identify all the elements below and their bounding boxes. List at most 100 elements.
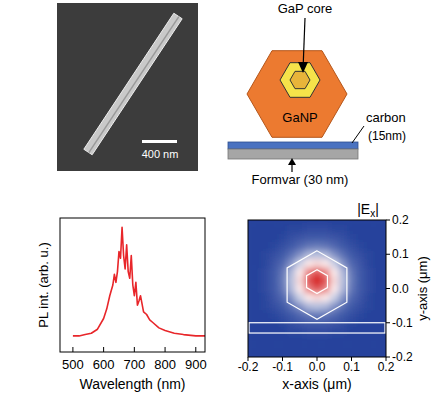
field-cell	[356, 353, 365, 357]
field-cell	[287, 327, 296, 336]
field-cell	[261, 276, 270, 285]
core-outline	[307, 270, 328, 294]
field-cell	[373, 327, 382, 336]
y-tick-label: 0.1	[392, 247, 409, 261]
field-cell	[270, 336, 279, 345]
field-cell	[248, 259, 253, 268]
field-cell	[364, 250, 373, 259]
field-cell	[313, 336, 322, 345]
field-cell	[364, 284, 373, 293]
field-cell	[373, 224, 382, 233]
schematic: GaP coreGaNPcarbon(15nm)Formvar (30 nm)	[228, 1, 406, 187]
field-cell	[382, 233, 386, 242]
x-tick-label: -0.2	[238, 360, 259, 374]
field-cell	[339, 344, 348, 353]
field-cell	[248, 233, 253, 242]
plot-area	[248, 220, 386, 357]
field-cell	[313, 220, 322, 225]
field-cell	[261, 259, 270, 268]
field-cell	[347, 336, 356, 345]
field-cell	[321, 220, 330, 225]
field-cell	[356, 241, 365, 250]
scale-bar	[142, 140, 177, 143]
field-cell	[339, 336, 348, 345]
field-cell	[321, 327, 330, 336]
field-cell	[373, 301, 382, 310]
field-cell	[287, 336, 296, 345]
formvar-layer	[228, 149, 358, 159]
y-tick	[386, 322, 390, 323]
field-cell	[261, 267, 270, 276]
field-cell	[321, 276, 330, 285]
field-cell	[347, 327, 356, 336]
field-cell	[356, 250, 365, 259]
field-cell	[347, 284, 356, 293]
field-cell	[278, 267, 287, 276]
field-cell	[339, 327, 348, 336]
field-cell	[347, 224, 356, 233]
title-part: |E	[357, 201, 370, 217]
field-cell	[382, 293, 386, 302]
field-cell	[321, 293, 330, 302]
field-cell	[321, 301, 330, 310]
field-cell	[382, 220, 386, 225]
field-cell	[261, 284, 270, 293]
field-cell	[304, 301, 313, 310]
field-cell	[248, 336, 253, 345]
field-cell	[278, 301, 287, 310]
field-cell	[252, 224, 261, 233]
field-cell	[252, 353, 261, 357]
field-cell	[278, 353, 287, 357]
field-cell	[261, 233, 270, 242]
x-tick	[103, 347, 104, 352]
field-cell	[339, 353, 348, 357]
field-background	[248, 220, 386, 357]
field-cell	[313, 353, 322, 357]
field-cell	[330, 284, 339, 293]
field-cell	[364, 241, 373, 250]
field-cell	[339, 250, 348, 259]
field-cell	[330, 267, 339, 276]
sem-background	[57, 3, 198, 171]
field-cell	[356, 267, 365, 276]
field-cell	[382, 250, 386, 259]
field-cell	[248, 310, 253, 319]
field-cell	[382, 224, 386, 233]
field-cell	[339, 220, 348, 225]
field-cell	[339, 233, 348, 242]
nanowire-facet	[89, 17, 179, 153]
x-tick-label: 700	[123, 357, 145, 372]
x-tick-label: -0.1	[272, 360, 293, 374]
field-cell	[278, 276, 287, 285]
field-cell	[270, 284, 279, 293]
field-cell	[356, 276, 365, 285]
field-cell	[364, 220, 373, 225]
field-cell	[373, 310, 382, 319]
x-axis-label: Wavelength (nm)	[79, 376, 185, 392]
field-cell	[382, 276, 386, 285]
field-cell	[313, 233, 322, 242]
field-cell	[364, 293, 373, 302]
plot-frame	[248, 220, 386, 357]
field-cell	[252, 220, 261, 225]
field-cell	[270, 241, 279, 250]
field-cell	[347, 276, 356, 285]
field-cell	[382, 259, 386, 268]
field-cell	[287, 276, 296, 285]
core-arrowhead	[298, 62, 308, 73]
field-cell	[321, 353, 330, 357]
field-cell	[382, 301, 386, 310]
field-cell	[347, 267, 356, 276]
field-cell	[278, 250, 287, 259]
field-cell	[373, 241, 382, 250]
field-cell	[295, 336, 304, 345]
field-cell	[373, 336, 382, 345]
carbon-pointer	[352, 126, 364, 143]
field-cell	[252, 344, 261, 353]
field-cell	[304, 353, 313, 357]
field-cell	[356, 284, 365, 293]
plot-frame	[60, 218, 205, 352]
field-cell	[330, 250, 339, 259]
field-cell	[295, 327, 304, 336]
field-cell	[313, 276, 322, 285]
